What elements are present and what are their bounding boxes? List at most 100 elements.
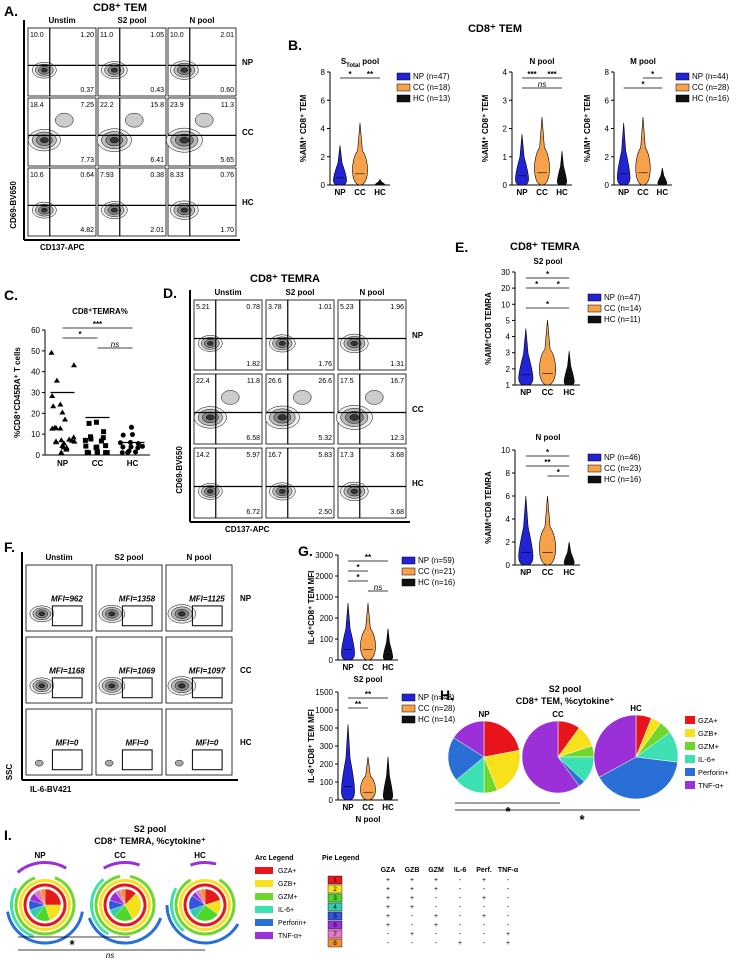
legend-label: GZM+ bbox=[278, 894, 298, 901]
contour bbox=[41, 67, 48, 73]
x-tick-label: CC bbox=[542, 568, 554, 577]
row-label: NP bbox=[412, 331, 424, 340]
quadrant-value: 11.0 bbox=[100, 32, 113, 39]
significance-label: * bbox=[69, 937, 75, 952]
row-id: 8 bbox=[333, 940, 337, 947]
mfi-value: MFI=1168 bbox=[49, 666, 85, 675]
quadrant-value: 26.6 bbox=[268, 378, 282, 385]
quadrant-value: 23.9 bbox=[170, 102, 184, 109]
plot-title-part: Total bbox=[346, 63, 360, 69]
table-cell: + bbox=[386, 922, 390, 929]
row-id: 6 bbox=[333, 922, 337, 929]
violin bbox=[635, 117, 651, 186]
x-axis-label: CD137-APC bbox=[40, 243, 85, 252]
table-cell: + bbox=[410, 931, 414, 938]
mfi-value: MFI=0 bbox=[195, 738, 218, 747]
significance-label: * bbox=[557, 280, 561, 289]
group-label: HC bbox=[194, 851, 206, 860]
table-cell: - bbox=[507, 922, 510, 929]
table-cell: - bbox=[507, 895, 510, 902]
legend-swatch bbox=[396, 72, 411, 81]
quadrant-value: 5.32 bbox=[318, 435, 332, 442]
legend-swatch bbox=[685, 768, 695, 776]
x-tick-label: CC bbox=[536, 188, 548, 197]
mfi-value: MFI=1125 bbox=[189, 594, 225, 603]
x-tick-label: NP bbox=[57, 459, 69, 468]
contour bbox=[180, 67, 189, 73]
quadrant-value: 17.3 bbox=[340, 452, 354, 459]
legend-label: TNF-α+ bbox=[278, 933, 302, 940]
contour bbox=[178, 611, 186, 617]
point bbox=[63, 446, 70, 452]
violin bbox=[518, 328, 534, 386]
point bbox=[103, 450, 109, 456]
significance-label: * bbox=[78, 330, 82, 339]
plot-title: S2 pool bbox=[534, 257, 563, 266]
significance-label: *** bbox=[547, 70, 557, 79]
table-header: GZA bbox=[381, 867, 396, 874]
point bbox=[139, 443, 145, 449]
spice-arc bbox=[170, 887, 185, 932]
violin bbox=[539, 319, 556, 386]
x-tick-label: NP bbox=[342, 663, 354, 672]
row-id: 4 bbox=[333, 904, 337, 911]
contour bbox=[108, 683, 116, 689]
y-tick-label: 1 bbox=[503, 153, 508, 162]
legend-swatch bbox=[685, 729, 695, 737]
spice-arc bbox=[87, 917, 163, 945]
significance-label: ** bbox=[365, 690, 372, 699]
point bbox=[60, 444, 67, 450]
violin bbox=[360, 602, 376, 661]
violin bbox=[557, 151, 567, 186]
quadrant-value: 2.01 bbox=[220, 32, 234, 39]
y-axis-label: CD69-BV650 bbox=[9, 181, 18, 229]
row-label: HC bbox=[240, 738, 252, 747]
significance-label: * bbox=[546, 300, 550, 309]
quadrant-value: 5.21 bbox=[196, 304, 210, 311]
x-tick-label: HC bbox=[127, 459, 139, 468]
legend-label: IL-6+ bbox=[698, 755, 716, 764]
point bbox=[49, 425, 56, 431]
y-tick-label: 50 bbox=[31, 347, 40, 356]
significance-label: * bbox=[505, 804, 511, 819]
y-tick-label: 0 bbox=[321, 181, 326, 190]
contour bbox=[207, 489, 214, 494]
significance-label: * bbox=[651, 70, 655, 79]
gate bbox=[51, 605, 83, 627]
point bbox=[53, 439, 60, 445]
column-header: Unstim bbox=[45, 553, 72, 562]
plot-title: N pool bbox=[536, 433, 561, 442]
y-axis-label: IL-6⁺CD8⁺ TEM MFI bbox=[307, 709, 316, 783]
point bbox=[98, 438, 104, 444]
gate bbox=[121, 605, 153, 627]
quadrant-value: 15.8 bbox=[150, 102, 164, 109]
significance-label: *** bbox=[527, 70, 537, 79]
significance-label: ns bbox=[374, 583, 382, 592]
panel-label: F. bbox=[4, 539, 15, 555]
table-cell: - bbox=[435, 904, 438, 911]
point bbox=[100, 435, 106, 441]
violin bbox=[515, 134, 529, 186]
spice-slice bbox=[199, 888, 206, 906]
table-cell: + bbox=[386, 886, 390, 893]
significance-label: ** bbox=[355, 700, 362, 709]
violin bbox=[352, 122, 368, 186]
panel-title: CD8⁺ TEM bbox=[93, 2, 147, 14]
spice-arc bbox=[16, 861, 67, 874]
point bbox=[101, 429, 107, 435]
legend-label: NP (n=47) bbox=[604, 293, 641, 302]
table-cell: - bbox=[435, 940, 438, 947]
table-cell: - bbox=[507, 913, 510, 920]
table-cell: + bbox=[506, 931, 510, 938]
column-header: N pool bbox=[187, 553, 212, 562]
table-cell: - bbox=[387, 931, 390, 938]
legend-swatch bbox=[401, 715, 416, 724]
legend-swatch bbox=[255, 932, 273, 939]
table-cell: + bbox=[386, 877, 390, 884]
table-cell: - bbox=[483, 922, 486, 929]
y-tick-label: 4 bbox=[321, 125, 326, 134]
flow-plot bbox=[193, 299, 263, 371]
contour bbox=[55, 112, 74, 128]
quadrant-value: 1.05 bbox=[150, 32, 164, 39]
table-cell: - bbox=[459, 877, 462, 884]
